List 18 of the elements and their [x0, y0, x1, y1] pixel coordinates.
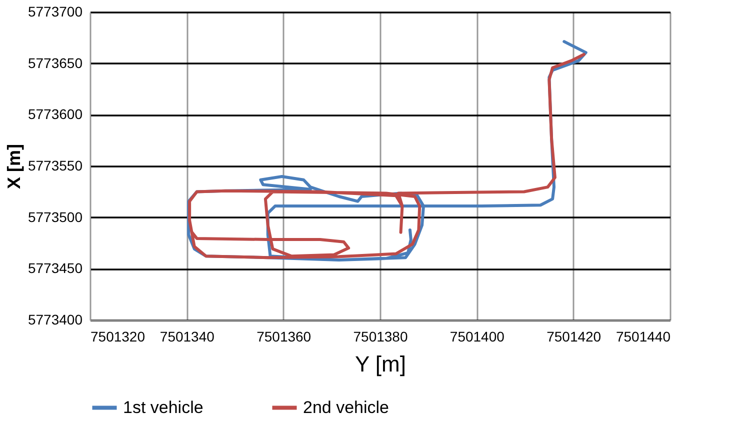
y-tick-label: 5773700 [28, 4, 83, 20]
x-tick-label: 7501400 [450, 328, 505, 344]
y-tick-label: 5773600 [28, 106, 83, 122]
x-tick-label: 7501320 [90, 328, 146, 344]
x-tick-label: 7501360 [256, 328, 312, 344]
y-tick-label: 5773550 [28, 158, 83, 174]
x-tick-label: 7501340 [160, 328, 215, 344]
legend-label: 2nd vehicle [303, 398, 390, 417]
y-tick-label: 5773450 [28, 260, 83, 276]
x-tick-label: 7501440 [616, 328, 671, 344]
x-tick-label: 7501380 [353, 328, 408, 344]
y-tick-label: 5773500 [28, 208, 83, 225]
y-tick-label: 5773650 [28, 54, 83, 71]
x-tick-label: 7501420 [546, 328, 602, 344]
y-tick-label: 5773400 [28, 312, 83, 328]
legend-label: 1st vehicle [123, 398, 204, 417]
x-axis-title: Y [m] [355, 352, 406, 376]
y-axis-title: X [m] [4, 144, 24, 189]
